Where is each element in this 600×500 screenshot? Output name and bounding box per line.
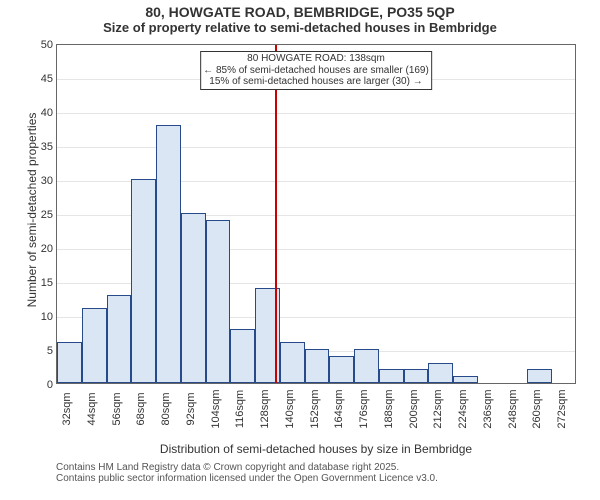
x-axis-label: Distribution of semi-detached houses by …	[56, 442, 576, 456]
histogram-bar	[453, 376, 478, 383]
histogram-bar	[107, 295, 132, 383]
x-tick-label: 212sqm	[428, 389, 444, 428]
y-tick-label: 35	[41, 141, 57, 153]
marker-line	[275, 45, 277, 383]
histogram-bar	[181, 213, 206, 383]
x-tick-label: 80sqm	[156, 392, 172, 425]
annotation-line-1: 80 HOWGATE ROAD: 138sqm	[203, 53, 429, 65]
annotation-line-2: ← 85% of semi-detached houses are smalle…	[203, 65, 429, 77]
x-tick-label: 152sqm	[305, 389, 321, 428]
x-tick-label: 248sqm	[503, 389, 519, 428]
x-tick-label: 164sqm	[329, 389, 345, 428]
chart-title: 80, HOWGATE ROAD, BEMBRIDGE, PO35 5QP	[0, 0, 600, 20]
x-tick-label: 272sqm	[552, 389, 568, 428]
y-tick-label: 25	[41, 209, 57, 221]
y-tick-label: 40	[41, 107, 57, 119]
histogram-bar	[230, 329, 255, 383]
histogram-bar	[329, 356, 354, 383]
x-tick-label: 32sqm	[57, 392, 73, 425]
y-tick-label: 50	[41, 39, 57, 51]
plot-area: 0510152025303540455032sqm44sqm56sqm68sqm…	[56, 44, 576, 384]
grid-line	[57, 147, 575, 148]
histogram-bar	[305, 349, 330, 383]
histogram-chart: 80, HOWGATE ROAD, BEMBRIDGE, PO35 5QP Si…	[0, 0, 600, 500]
histogram-bar	[379, 369, 404, 383]
histogram-bar	[206, 220, 231, 383]
x-tick-label: 188sqm	[379, 389, 395, 428]
footer-line-1: Contains HM Land Registry data © Crown c…	[56, 462, 576, 473]
histogram-bar	[156, 125, 181, 383]
footer-line-2: Contains public sector information licen…	[56, 473, 576, 484]
x-tick-label: 260sqm	[527, 389, 543, 428]
histogram-bar	[354, 349, 379, 383]
histogram-bar	[57, 342, 82, 383]
x-tick-label: 176sqm	[354, 389, 370, 428]
grid-line	[57, 113, 575, 114]
x-tick-label: 200sqm	[404, 389, 420, 428]
y-axis-label: Number of semi-detached properties	[25, 110, 39, 310]
y-tick-label: 20	[41, 243, 57, 255]
x-tick-label: 44sqm	[82, 392, 98, 425]
histogram-bar	[428, 363, 453, 383]
y-tick-label: 5	[47, 345, 57, 357]
y-tick-label: 15	[41, 277, 57, 289]
chart-subtitle: Size of property relative to semi-detach…	[0, 20, 600, 35]
histogram-bar	[280, 342, 305, 383]
y-tick-label: 45	[41, 73, 57, 85]
annotation-box: 80 HOWGATE ROAD: 138sqm ← 85% of semi-de…	[200, 51, 432, 90]
histogram-bar	[82, 308, 107, 383]
x-tick-label: 128sqm	[255, 389, 271, 428]
histogram-bar	[131, 179, 156, 383]
x-tick-label: 140sqm	[280, 389, 296, 428]
x-tick-label: 92sqm	[181, 392, 197, 425]
x-tick-label: 236sqm	[478, 389, 494, 428]
x-tick-label: 104sqm	[206, 389, 222, 428]
x-tick-label: 56sqm	[107, 392, 123, 425]
y-tick-label: 0	[47, 379, 57, 391]
y-tick-label: 10	[41, 311, 57, 323]
chart-footer: Contains HM Land Registry data © Crown c…	[56, 462, 576, 484]
x-tick-label: 68sqm	[131, 392, 147, 425]
x-tick-label: 116sqm	[230, 390, 246, 428]
annotation-line-3: 15% of semi-detached houses are larger (…	[203, 76, 429, 88]
x-tick-label: 224sqm	[453, 389, 469, 428]
histogram-bar	[404, 369, 429, 383]
y-tick-label: 30	[41, 175, 57, 187]
histogram-bar	[527, 369, 552, 383]
